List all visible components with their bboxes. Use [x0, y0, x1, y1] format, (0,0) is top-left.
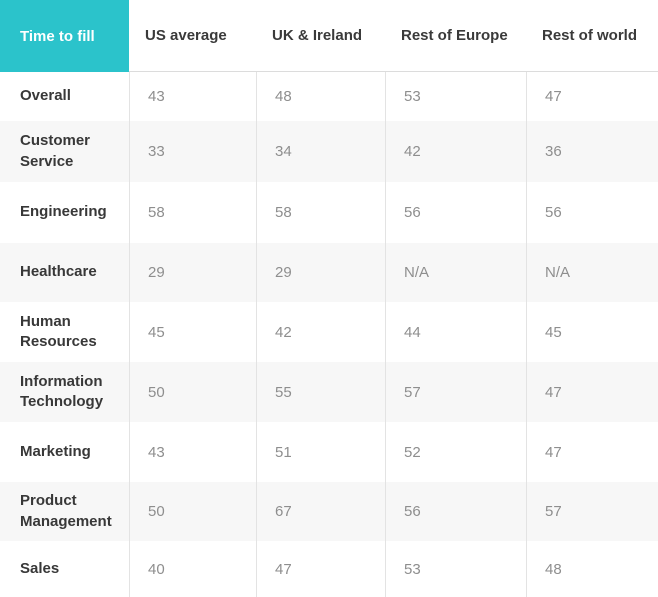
cell-value: 50: [129, 362, 256, 422]
cell-value: 56: [526, 182, 658, 243]
cell-value: 48: [526, 541, 658, 597]
table-row: Engineering 58 58 56 56: [0, 182, 658, 243]
cell-value: 42: [256, 302, 385, 362]
cell-value: 58: [256, 182, 385, 243]
table-row: Sales 40 47 53 48: [0, 541, 658, 597]
column-header-rest-of-world: Rest of world: [526, 0, 658, 72]
cell-value: 44: [385, 302, 526, 362]
cell-value: 42: [385, 121, 526, 182]
cell-value: 53: [385, 72, 526, 121]
cell-value: 56: [385, 182, 526, 243]
cell-value: 47: [526, 72, 658, 121]
table-row: Product Management 50 67 56 57: [0, 482, 658, 541]
cell-value: 57: [385, 362, 526, 422]
column-header-us-average: US average: [129, 0, 256, 72]
cell-value: 57: [526, 482, 658, 541]
cell-value: 45: [526, 302, 658, 362]
cell-value: 67: [256, 482, 385, 541]
cell-value: 29: [256, 243, 385, 302]
row-label-overall: Overall: [20, 87, 71, 105]
cell-value: 50: [129, 482, 256, 541]
row-label-customer-service: Customer Service: [0, 121, 129, 182]
row-label-healthcare: Healthcare: [0, 243, 129, 302]
cell-value: 43: [129, 72, 256, 121]
cell-value: 53: [385, 541, 526, 597]
table-row: Human Resources 45 42 44 45: [0, 302, 658, 362]
cell-value: 29: [129, 243, 256, 302]
cell-value: 34: [256, 121, 385, 182]
table-row: Customer Service 33 34 42 36: [0, 121, 658, 182]
cell-value: 47: [526, 422, 658, 482]
cell-value: N/A: [385, 243, 526, 302]
cell-value: N/A: [526, 243, 658, 302]
cell-value: 47: [256, 541, 385, 597]
cell-value: 43: [129, 422, 256, 482]
cell-value: 55: [256, 362, 385, 422]
table-row: Information Technology 50 55 57 47: [0, 362, 658, 422]
table-row: Marketing 43 51 52 47: [0, 422, 658, 482]
table-row: Healthcare 29 29 N/A N/A: [0, 243, 658, 302]
table-header-row: Time to fill US average UK & Ireland Res…: [0, 0, 658, 72]
cell-value: 40: [129, 541, 256, 597]
row-label-human-resources: Human Resources: [20, 312, 97, 350]
row-label-marketing: Marketing: [20, 442, 91, 460]
row-label-engineering: Engineering: [20, 203, 107, 221]
cell-value: 45: [129, 302, 256, 362]
corner-header-time-to-fill: Time to fill: [0, 0, 129, 72]
cell-value: 48: [256, 72, 385, 121]
table-row: Overall 43 48 53 47: [0, 72, 658, 121]
row-label-information-technology: Information Technology: [0, 362, 129, 422]
row-label-product-management: Product Management: [0, 482, 129, 541]
column-header-rest-of-europe: Rest of Europe: [385, 0, 526, 72]
cell-value: 51: [256, 422, 385, 482]
cell-value: 36: [526, 121, 658, 182]
row-label-sales: Sales: [20, 559, 60, 577]
cell-value: 56: [385, 482, 526, 541]
cell-value: 58: [129, 182, 256, 243]
cell-value: 33: [129, 121, 256, 182]
cell-value: 52: [385, 422, 526, 482]
cell-value: 47: [526, 362, 658, 422]
column-header-uk-ireland: UK & Ireland: [256, 0, 385, 72]
